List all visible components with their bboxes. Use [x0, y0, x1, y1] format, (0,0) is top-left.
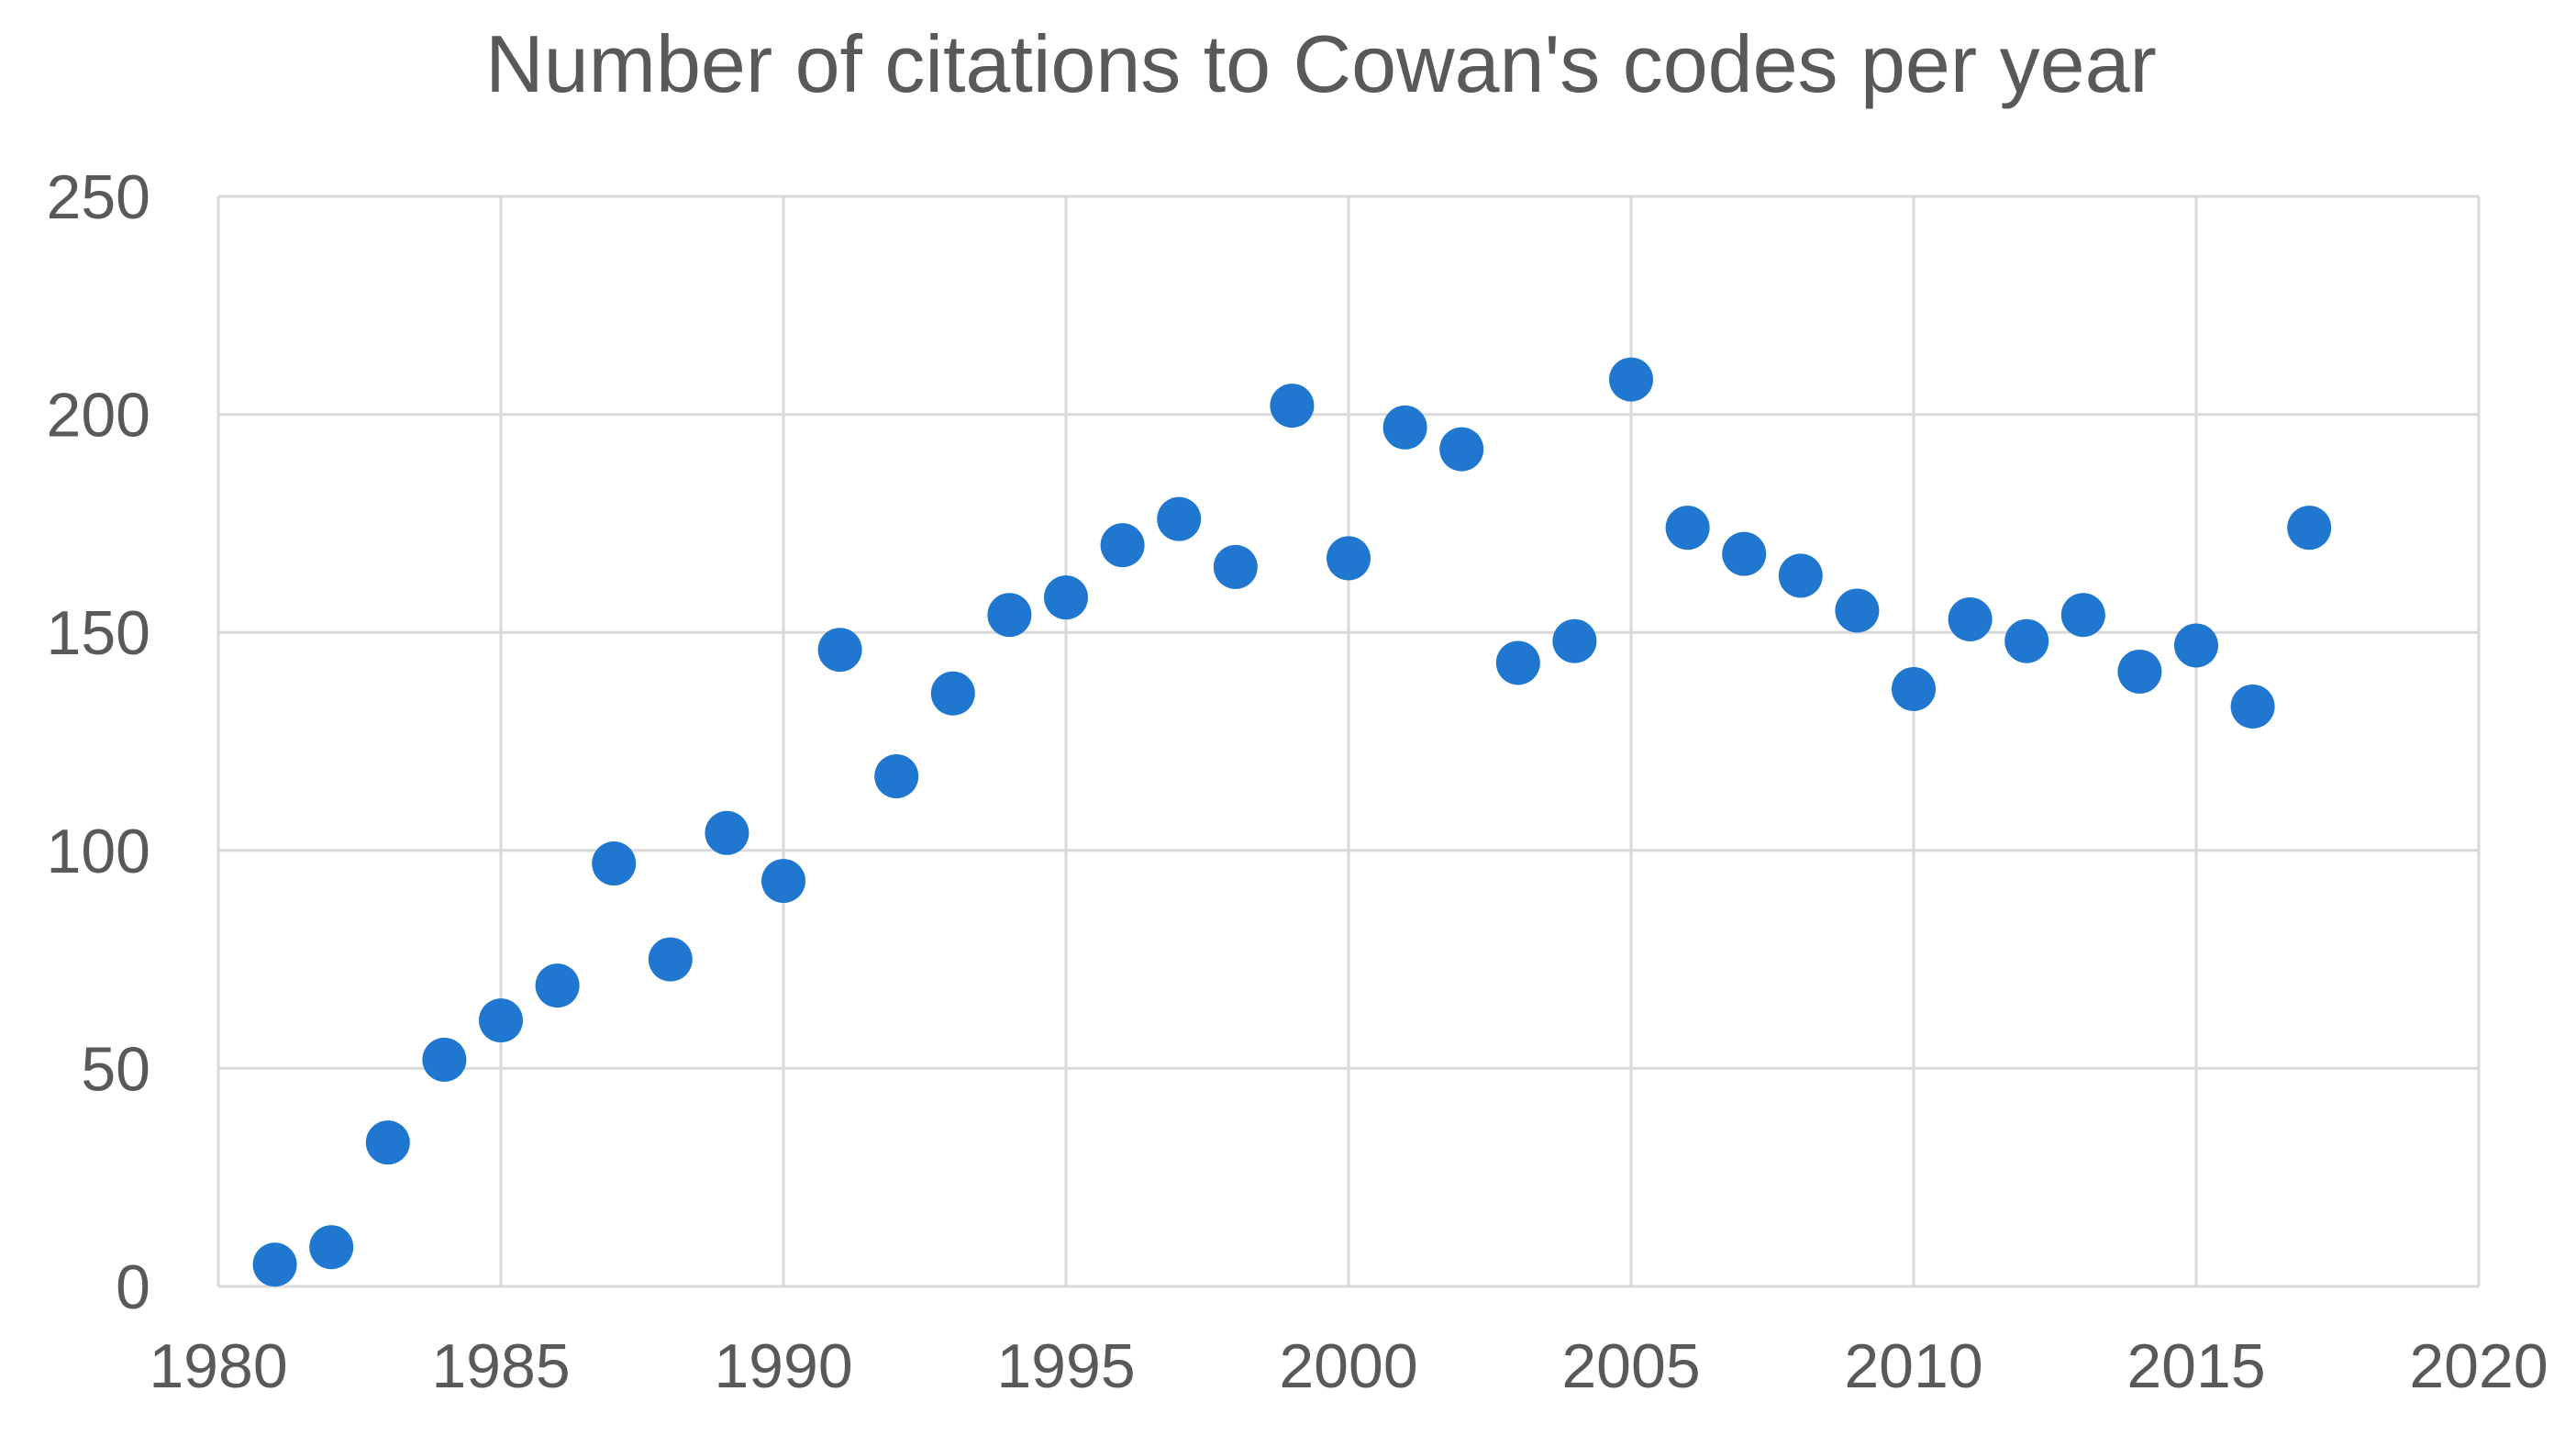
data-point — [2174, 623, 2218, 668]
data-point — [2287, 506, 2332, 551]
data-point — [1892, 666, 1936, 711]
data-point — [479, 998, 523, 1043]
y-tick-label: 100 — [47, 817, 150, 886]
x-tick-label: 2000 — [1279, 1331, 1417, 1401]
data-point — [1100, 523, 1145, 568]
data-point — [705, 810, 749, 855]
axes — [217, 196, 2479, 1288]
data-point — [2004, 618, 2049, 663]
data-point — [422, 1037, 467, 1082]
data-point — [761, 859, 805, 904]
y-axis-tick-labels: 0 50 100 150 200 250 — [47, 162, 150, 1322]
x-tick-label: 2005 — [1561, 1331, 1700, 1401]
data-point — [592, 841, 637, 886]
x-tick-label: 1985 — [431, 1331, 570, 1401]
data-point — [874, 754, 919, 799]
data-points — [252, 357, 2332, 1287]
x-tick-label: 2015 — [2126, 1331, 2265, 1401]
data-point — [309, 1225, 354, 1270]
data-point — [1495, 640, 1540, 685]
data-point — [365, 1120, 410, 1165]
data-point — [1270, 384, 1315, 429]
data-point — [1213, 544, 1258, 589]
data-point — [1665, 506, 1710, 551]
data-point — [2060, 593, 2105, 638]
data-point — [2117, 649, 2162, 694]
data-point — [1948, 596, 1993, 641]
data-point — [1609, 357, 1653, 402]
x-axis-tick-labels: 1980 1985 1990 1995 2000 2005 2010 2015 2020 — [149, 1331, 2548, 1401]
y-tick-label: 50 — [81, 1034, 150, 1104]
chart-title: Number of citations to Cowan's codes per… — [485, 18, 2157, 109]
data-point — [1778, 553, 1823, 598]
data-point — [2230, 684, 2275, 729]
y-tick-label: 0 — [116, 1252, 150, 1322]
data-point — [930, 671, 975, 716]
data-point — [1382, 405, 1427, 450]
x-tick-label: 1980 — [149, 1331, 287, 1401]
data-point — [648, 937, 693, 982]
data-point — [1439, 427, 1484, 472]
gridlines — [218, 195, 2481, 1286]
data-point — [1552, 618, 1597, 663]
data-point — [1327, 536, 1371, 581]
y-tick-label: 200 — [47, 381, 150, 451]
data-point — [1157, 496, 1202, 541]
data-point — [535, 963, 580, 1008]
x-tick-label: 1995 — [996, 1331, 1135, 1401]
data-point — [252, 1242, 297, 1287]
data-point — [1044, 575, 1088, 620]
x-tick-label: 2010 — [1844, 1331, 1982, 1401]
data-point — [817, 628, 862, 673]
data-point — [1722, 531, 1767, 576]
x-tick-label: 1990 — [714, 1331, 852, 1401]
y-tick-label: 250 — [47, 162, 150, 232]
y-tick-label: 150 — [47, 598, 150, 668]
data-point — [1835, 588, 1880, 633]
x-tick-label: 2020 — [2409, 1331, 2548, 1401]
data-point — [987, 593, 1032, 638]
